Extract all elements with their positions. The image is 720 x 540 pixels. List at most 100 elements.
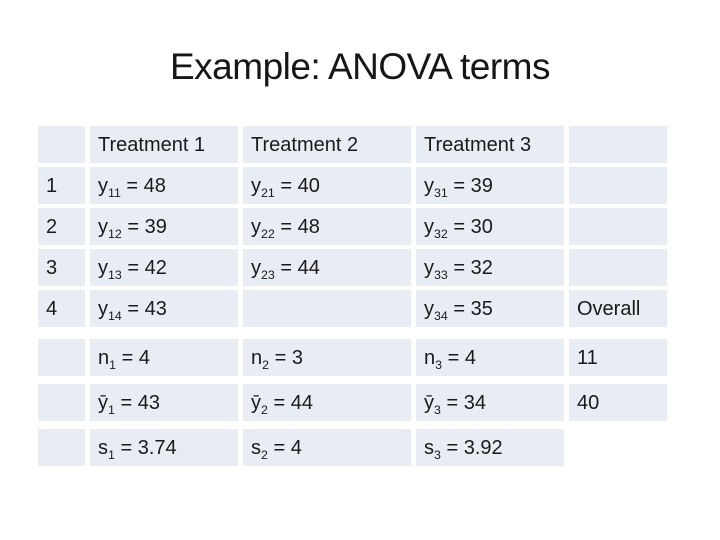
row-label-2: 2 xyxy=(38,208,85,245)
cell-text: s2 = 4 xyxy=(251,436,302,462)
subscript: 13 xyxy=(108,267,122,282)
cell-y14: y14 = 43 xyxy=(90,290,238,327)
subscript: 2 xyxy=(261,402,268,417)
subscript: 2 xyxy=(262,357,270,372)
cell-blank xyxy=(569,249,667,286)
subscript: 1 xyxy=(108,402,115,417)
cell-y34: y34 = 35 xyxy=(416,290,564,327)
cell-blank xyxy=(569,208,667,245)
cell-text: y11 = 48 xyxy=(98,174,166,200)
subscript: 1 xyxy=(108,447,115,462)
cell-overall-mean: 40 xyxy=(569,384,667,421)
table-row-4: 4 y14 = 43 y34 = 35 Overall xyxy=(38,290,667,327)
subscript: 2 xyxy=(261,447,268,462)
anova-table: Treatment 1 Treatment 2 Treatment 3 1 y1… xyxy=(38,126,667,466)
cell-text: 3 xyxy=(46,256,58,279)
cell-blank xyxy=(38,429,85,466)
cell-y23: y23 = 44 xyxy=(243,249,411,286)
cell-y31: y31 = 39 xyxy=(416,167,564,204)
cell-text: y13 = 42 xyxy=(98,256,167,282)
subscript: 31 xyxy=(434,185,448,200)
row-label-3: 3 xyxy=(38,249,85,286)
table-header-row: Treatment 1 Treatment 2 Treatment 3 xyxy=(38,126,667,163)
cell-s3: s3 = 3.92 xyxy=(416,429,564,466)
cell-blank xyxy=(243,290,411,327)
cell-s1: s1 = 3.74 xyxy=(90,429,238,466)
cell-absent xyxy=(569,429,667,466)
cell-text: ȳ2 = 44 xyxy=(251,391,313,417)
cell-blank xyxy=(38,339,85,376)
cell-ybar2: ȳ2 = 44 xyxy=(243,384,411,421)
subscript: 32 xyxy=(434,226,448,241)
cell-n1: n1 = 4 xyxy=(90,339,238,376)
cell-text: y33 = 32 xyxy=(424,256,493,282)
subscript: 3 xyxy=(434,402,441,417)
subscript: 14 xyxy=(108,308,122,323)
cell-text: s3 = 3.92 xyxy=(424,436,503,462)
header-cell-blank xyxy=(38,126,85,163)
cell-text: s1 = 3.74 xyxy=(98,436,177,462)
header-cell-treatment-3: Treatment 3 xyxy=(416,126,564,163)
table-row-3: 3 y13 = 42 y23 = 44 y33 = 32 xyxy=(38,249,667,286)
cell-ybar1: ȳ1 = 43 xyxy=(90,384,238,421)
cell-n3: n3 = 4 xyxy=(416,339,564,376)
cell-text: Overall xyxy=(577,297,641,320)
cell-text: y34 = 35 xyxy=(424,297,493,323)
subscript: 34 xyxy=(434,308,448,323)
cell-text: 4 xyxy=(46,297,58,320)
cell-overall-label: Overall xyxy=(569,290,667,327)
subscript: 3 xyxy=(435,357,443,372)
slide-title: Example: ANOVA terms xyxy=(170,46,551,87)
subscript: 23 xyxy=(261,267,275,282)
table-row-2: 2 y12 = 39 y22 = 48 y32 = 30 xyxy=(38,208,667,245)
header-cell-treatment-2: Treatment 2 xyxy=(243,126,411,163)
header-cell-treatment-1: Treatment 1 xyxy=(90,126,238,163)
table-row-mean: ȳ1 = 43 ȳ2 = 44 ȳ3 = 34 40 xyxy=(38,384,667,421)
cell-y21: y21 = 40 xyxy=(243,167,411,204)
cell-text: n1 = 4 xyxy=(98,346,150,372)
cell-y13: y13 = 42 xyxy=(90,249,238,286)
cell-text: y22 = 48 xyxy=(251,215,320,241)
cell-text: ȳ1 = 43 xyxy=(98,391,160,417)
cell-text: y21 = 40 xyxy=(251,174,320,200)
cell-text: n2 = 3 xyxy=(251,346,303,372)
table-row-sd: s1 = 3.74 s2 = 4 s3 = 3.92 xyxy=(38,429,667,466)
cell-y12: y12 = 39 xyxy=(90,208,238,245)
subscript: 22 xyxy=(261,226,275,241)
cell-blank xyxy=(569,167,667,204)
cell-text: Treatment 3 xyxy=(424,133,532,156)
subscript: 12 xyxy=(108,226,122,241)
cell-y33: y33 = 32 xyxy=(416,249,564,286)
cell-y11: y11 = 48 xyxy=(90,167,238,204)
table-row-1: 1 y11 = 48 y21 = 40 y31 = 39 xyxy=(38,167,667,204)
cell-blank xyxy=(38,384,85,421)
row-label-4: 4 xyxy=(38,290,85,327)
cell-text: y12 = 39 xyxy=(98,215,167,241)
cell-text: Treatment 1 xyxy=(98,133,206,156)
cell-text: y31 = 39 xyxy=(424,174,493,200)
cell-text: y32 = 30 xyxy=(424,215,493,241)
cell-text: 1 xyxy=(46,174,58,197)
subscript: 1 xyxy=(109,357,117,372)
header-cell-blank xyxy=(569,126,667,163)
subscript: 21 xyxy=(261,185,275,200)
cell-text: 40 xyxy=(577,391,600,414)
cell-overall-n: 11 xyxy=(569,339,667,376)
cell-text: y23 = 44 xyxy=(251,256,320,282)
table-row-n: n1 = 4 n2 = 3 n3 = 4 11 xyxy=(38,339,667,376)
cell-text: 2 xyxy=(46,215,58,238)
cell-text: Treatment 2 xyxy=(251,133,359,156)
row-label-1: 1 xyxy=(38,167,85,204)
cell-text: 11 xyxy=(577,346,598,369)
cell-y22: y22 = 48 xyxy=(243,208,411,245)
cell-s2: s2 = 4 xyxy=(243,429,411,466)
cell-n2: n2 = 3 xyxy=(243,339,411,376)
cell-y32: y32 = 30 xyxy=(416,208,564,245)
cell-text: ȳ3 = 34 xyxy=(424,391,486,417)
subscript: 33 xyxy=(434,267,448,282)
cell-text: n3 = 4 xyxy=(424,346,476,372)
subscript: 11 xyxy=(108,185,121,200)
subscript: 3 xyxy=(434,447,441,462)
cell-text: y14 = 43 xyxy=(98,297,167,323)
